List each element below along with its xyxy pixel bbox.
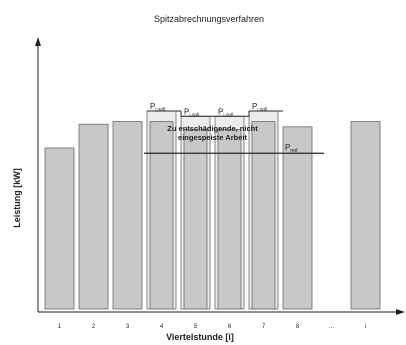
soll-label-sub: i,soll [155,107,165,113]
bar-4 [149,121,174,310]
soll-label-4: Pi,soll [150,102,165,113]
bar-i [350,121,381,310]
x-axis-arrow [396,309,405,315]
x-axis-label: Viertelstunde [i] [166,332,234,342]
bars [44,110,381,310]
soll-label-sub: i,soll [257,107,267,113]
soll-label-sub: i,soll [223,112,233,118]
soll-label-sub: i,soll [189,112,199,118]
bar-3 [112,121,143,310]
x-tick-label-7: 8 [296,324,300,330]
annotation-line-1: eingespeiste Arbeit [178,133,247,142]
soll-label-5: Pi,soll [184,107,199,118]
soll-label-main: P [150,102,155,111]
x-tick-label-2: 3 [126,324,130,330]
annotation-line-0: Zu entschädigende, nicht [167,124,258,133]
reduced-level-label: Pred [285,143,298,154]
reduced-label-main: P [285,143,290,152]
x-tick-label-9: i [365,324,366,330]
x-tick-label-5: 6 [228,324,232,330]
x-tick-labels: 1 2 3 4 5 6 7 8... i [58,324,366,330]
reduced-label-sub: red [290,148,297,154]
y-axis-label: Leistung [kW] [12,168,22,228]
bar-6 [217,129,242,310]
soll-label-main: P [218,107,223,116]
x-tick-label-0: 1 [58,324,62,330]
chart-title: Spitzabrechnungsverfahren [154,14,264,24]
soll-label-main: P [252,102,257,111]
x-tick-label-4: 5 [194,324,198,330]
x-tick-label-6: 7 [262,324,266,330]
y-axis-arrow [35,37,41,46]
x-tick-label-8: ... [329,324,334,330]
x-tick-label-1: 2 [92,324,96,330]
soll-label-7: Pi,soll [252,102,267,113]
bar-5 [183,129,208,310]
x-tick-label-3: 4 [160,324,164,330]
bar-2 [78,123,109,310]
soll-label-main: P [184,107,189,116]
bar-7 [251,121,276,310]
soll-label-6: Pi,soll [218,107,233,118]
bar-8 [282,126,313,310]
bar-1 [44,147,75,310]
